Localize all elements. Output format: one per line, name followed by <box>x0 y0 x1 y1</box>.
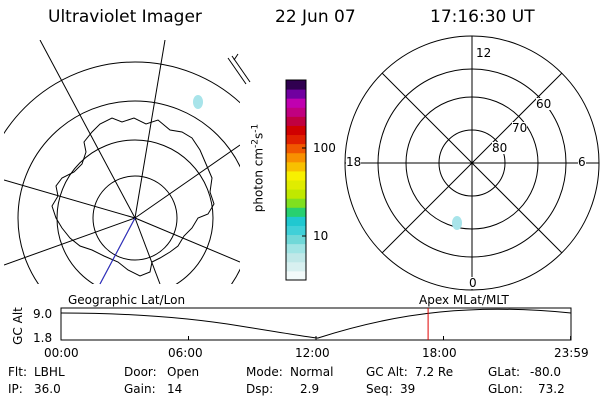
colorbar-cell <box>286 170 306 181</box>
gain-label: Gain: <box>124 382 156 396</box>
altitude-tick-low: 1.8 <box>33 331 53 345</box>
continent-outline <box>51 117 215 277</box>
seq-value: 39 <box>400 382 416 396</box>
filter-label: Flt: <box>8 365 27 379</box>
colorbar-cell <box>286 252 306 263</box>
gc-alt-value: 7.2 Re <box>415 365 454 379</box>
polar-meridian <box>381 72 563 254</box>
colorbar-cell <box>286 234 306 245</box>
colorbar-cell <box>286 216 306 226</box>
colorbar-cell <box>286 207 306 217</box>
colorbar-cell <box>286 98 306 108</box>
altitude-curve <box>60 308 572 339</box>
map-meridian <box>134 40 166 219</box>
colorbar-cell <box>286 116 306 126</box>
colorbar-tick-label-high: 100 <box>313 141 336 155</box>
map-meridian <box>134 144 240 219</box>
dsp-label: Dsp: <box>246 382 274 396</box>
time-tick-2359: 23:59 <box>554 346 589 360</box>
mlt-6-label: 6 <box>578 155 586 169</box>
time-tick-0600: 06:00 <box>168 346 203 360</box>
mlt-0-label: 0 <box>469 276 477 290</box>
colorbar-cell <box>286 198 306 208</box>
mlat-80-label: 80 <box>492 141 508 155</box>
polar-plot-label: Apex MLat/MLT <box>419 293 509 307</box>
aurora-emission-polar <box>452 216 462 230</box>
map-meridian <box>39 40 136 219</box>
map-meridian <box>134 217 240 263</box>
gc-alt-label: GC Alt: <box>366 365 408 379</box>
observation-time: 17:16:30 UT <box>430 7 535 27</box>
time-tick-1800: 18:00 <box>422 346 457 360</box>
ip-value: 36.0 <box>34 382 61 396</box>
mlt-18-label: 18 <box>346 155 362 169</box>
gain-value: 14 <box>167 382 183 396</box>
mlat-70-label: 70 <box>512 121 528 135</box>
glat-value: -80.0 <box>530 365 562 379</box>
time-tick-1200: 12:00 <box>295 346 330 360</box>
map-latitude-ring <box>17 100 240 284</box>
colorbar-cell <box>286 125 306 136</box>
altitude-tick-high: 9.0 <box>33 307 53 321</box>
altitude-plot-frame <box>60 307 572 341</box>
ip-label: IP: <box>8 382 23 396</box>
colorbar-cell <box>286 270 306 281</box>
mlt-12-label: 12 <box>476 46 492 60</box>
colorbar-cell <box>286 225 306 236</box>
time-tick-0000: 00:00 <box>44 346 79 360</box>
seq-label: Seq: <box>366 382 393 396</box>
map-meridian <box>4 179 136 219</box>
map-latitude-ring <box>56 139 214 284</box>
mode-value: Normal <box>290 365 334 379</box>
map-latitude-ring <box>4 61 240 135</box>
colorbar-cell <box>286 161 306 172</box>
spacecraft-track <box>99 217 136 285</box>
map-latitude-ring <box>92 175 178 261</box>
door-label: Door: <box>124 365 157 379</box>
map-meridian <box>4 217 136 266</box>
mlat-60-label: 60 <box>536 97 552 111</box>
colorbar-cell <box>286 180 306 190</box>
colorbar-tick-label-low: 10 <box>313 229 329 243</box>
filter-value: LBHL <box>34 365 65 379</box>
colorbar-cell <box>286 143 306 154</box>
orientation-marks <box>227 53 251 85</box>
colorbar-cell <box>286 243 306 254</box>
colorbar-cell <box>286 107 306 117</box>
mode-label: Mode: <box>246 365 283 379</box>
colorbar-cell <box>286 189 306 199</box>
aurora-emission <box>193 95 203 109</box>
colorbar-cell <box>286 261 306 272</box>
colorbar-cell <box>286 134 306 145</box>
door-value: Open <box>167 365 200 379</box>
glon-label: GLon: <box>488 382 523 396</box>
observation-date: 22 Jun 07 <box>275 7 356 27</box>
instrument-title: Ultraviolet Imager <box>48 7 202 27</box>
colorbar-cell <box>286 152 306 163</box>
glat-label: GLat: <box>488 365 521 379</box>
map-meridian <box>134 217 161 284</box>
colorbar-cell <box>286 80 306 90</box>
dsp-value: 2.9 <box>300 382 320 396</box>
glon-value: 73.2 <box>538 382 565 396</box>
colorbar-cell <box>286 89 306 99</box>
geo-map-label: Geographic Lat/Lon <box>68 293 186 307</box>
